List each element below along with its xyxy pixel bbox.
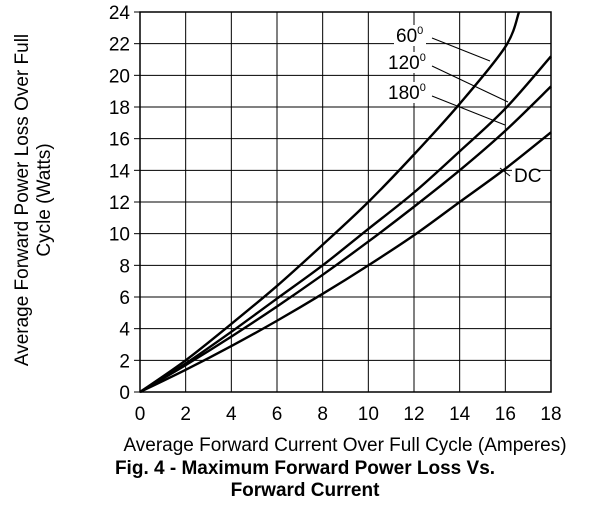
- series-label: 600: [396, 25, 423, 47]
- y-tick-label: 6: [119, 288, 130, 309]
- x-tick-label: 2: [180, 404, 191, 425]
- series-label: 1200: [388, 52, 426, 74]
- y-tick-label: 2: [119, 351, 130, 372]
- x-tick-label: 0: [135, 404, 146, 425]
- x-tick-label: 6: [272, 404, 283, 425]
- x-tick-label: 8: [317, 404, 328, 425]
- series-label: DC: [514, 166, 541, 187]
- y-tick-label: 8: [119, 256, 130, 277]
- series-label-bg: [394, 25, 426, 46]
- x-axis-label: Average Forward Current Over Full Cycle …: [123, 435, 566, 456]
- y-tick-label: 20: [109, 66, 130, 87]
- y-tick-label: 18: [109, 98, 130, 119]
- series-labels: 600 1200 1800 DC: [386, 25, 541, 187]
- series-label-leader: [431, 65, 509, 103]
- series-label-leader: [499, 167, 511, 177]
- x-tick-labels: 0 2 4 6 8 10 12 14 16 18: [135, 404, 562, 425]
- y-tick-label: 22: [109, 35, 130, 56]
- series-curve-2: [139, 85, 552, 394]
- y-tick-label: 0: [119, 383, 130, 404]
- y-axis-label-line-2: Cycle (Watts): [34, 143, 55, 256]
- y-tick-label: 16: [109, 130, 130, 151]
- x-tick-label: 14: [449, 404, 471, 425]
- y-tick-label: 14: [109, 161, 131, 182]
- series-label-leader: [431, 95, 506, 126]
- figure-caption-line-2: Forward Current: [230, 480, 380, 501]
- series-curve-3: [139, 131, 552, 394]
- series-label-bg: [386, 82, 429, 103]
- curves: [139, 11, 552, 394]
- x-tick-label: 4: [226, 404, 237, 425]
- y-tick-label: 24: [109, 3, 131, 24]
- series-label-bg: [512, 165, 538, 186]
- axes: [134, 11, 552, 393]
- plot-frame: [139, 11, 552, 393]
- series-label-bg: [386, 52, 429, 73]
- y-axis-label-line-1: Average Forward Power Loss Over Full: [12, 34, 33, 366]
- y-tick-label: 12: [109, 193, 130, 214]
- x-tick-label: 12: [403, 404, 424, 425]
- figure-caption-line-1: Fig. 4 - Maximum Forward Power Loss Vs.: [114, 458, 496, 479]
- x-tick-label: 10: [358, 404, 379, 425]
- y-tick-label: 10: [109, 225, 130, 246]
- y-tick-label: 4: [119, 320, 130, 341]
- x-tick-label: 18: [540, 404, 561, 425]
- series-label-leader: [431, 37, 491, 62]
- series-curve-0: [139, 11, 521, 393]
- x-tick-label: 16: [495, 404, 516, 425]
- series-curve-1: [139, 55, 552, 394]
- series-label: 1800: [388, 82, 426, 104]
